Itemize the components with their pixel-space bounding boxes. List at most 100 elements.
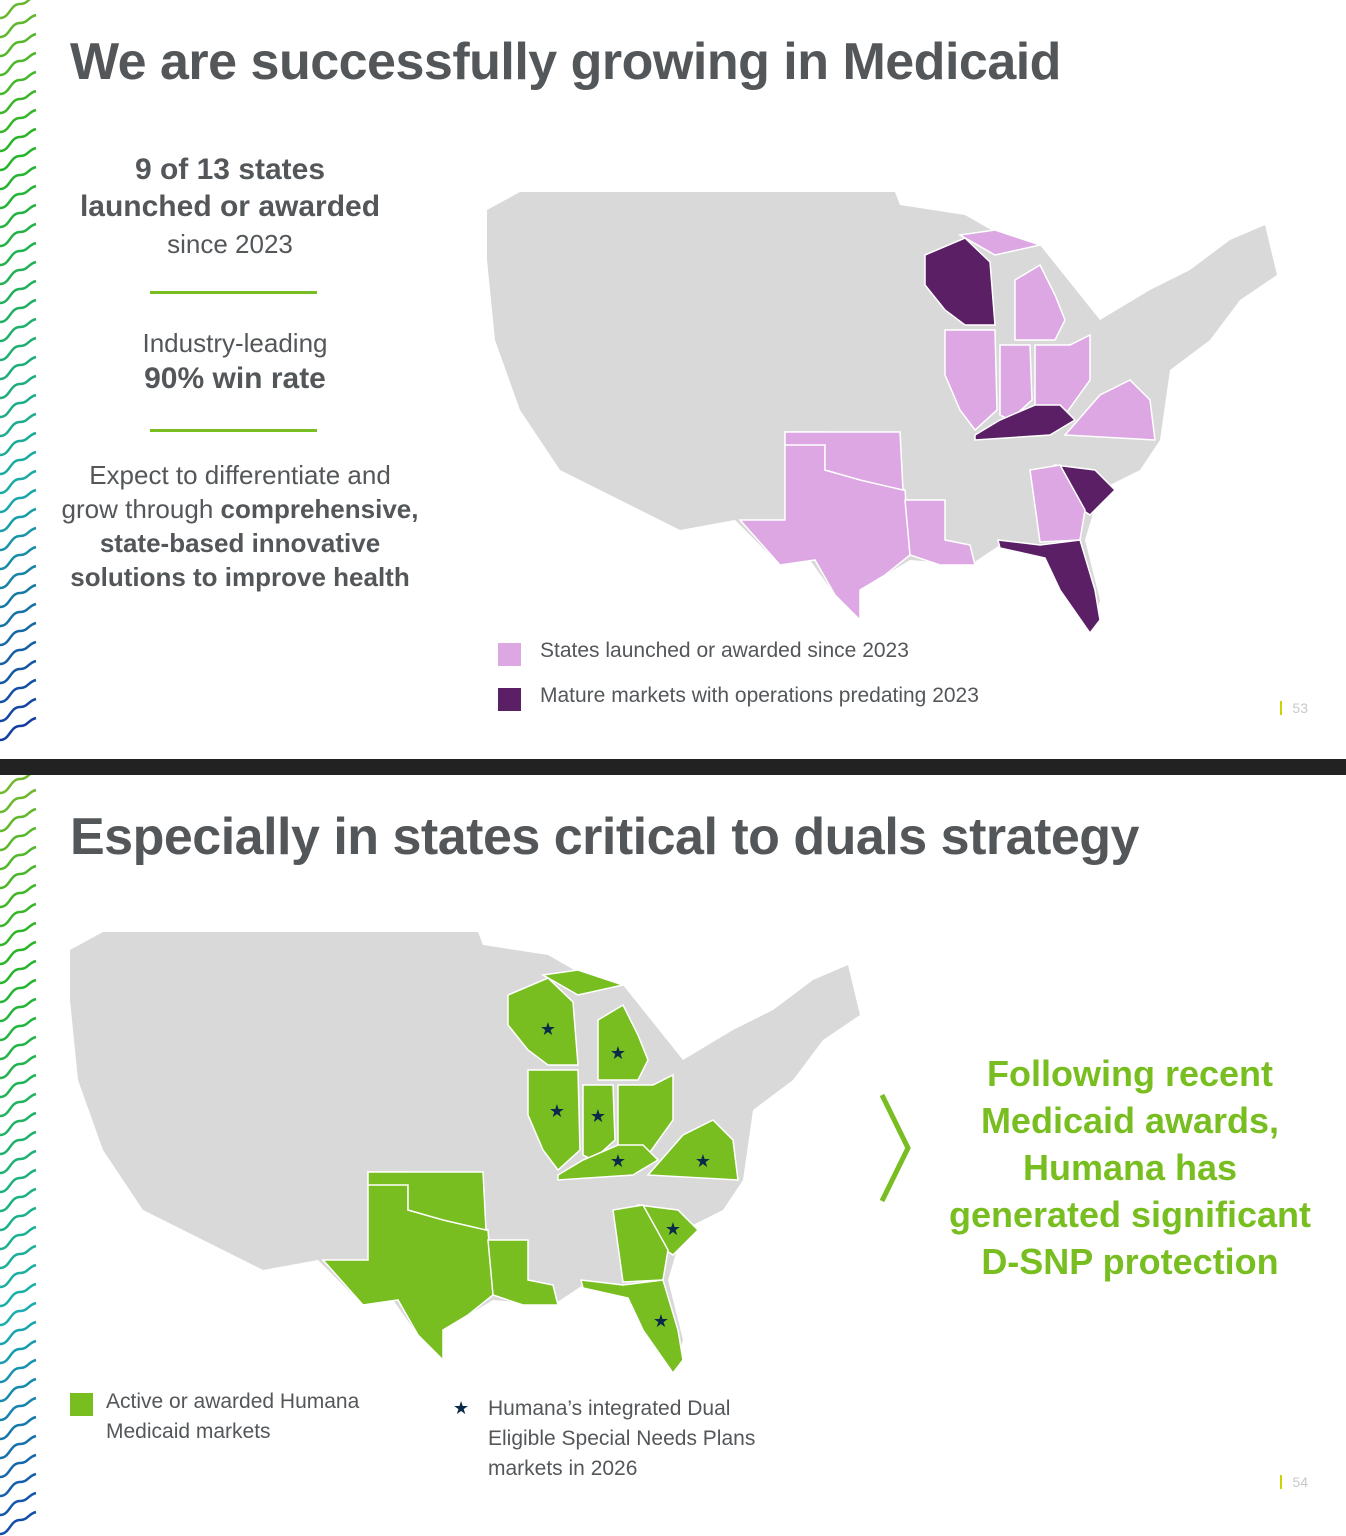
wave-stroke [0, 1320, 37, 1346]
stat-line: 9 of 13 states [134, 153, 326, 186]
legend-swatch-active [70, 1393, 93, 1416]
wave-stroke [0, 1377, 37, 1403]
state-va [1063, 379, 1156, 441]
wave-stroke [0, 127, 37, 153]
wave-stroke [0, 526, 37, 552]
wave-stroke [0, 279, 37, 305]
wave-stroke [0, 336, 37, 362]
wave-stroke [0, 1510, 37, 1536]
stat-line: Expect to differentiate and [89, 460, 391, 490]
stat-strategy: Expect to differentiate and grow through… [45, 458, 435, 594]
wave-stroke [0, 1168, 37, 1194]
state-wi [507, 977, 579, 1066]
wave-stroke [0, 826, 37, 852]
wave-stroke [0, 1472, 37, 1498]
stat-win-rate: Industry-leading 90% win rate [45, 326, 425, 398]
wave-stroke [0, 203, 37, 229]
wave-stroke [0, 902, 37, 928]
divider [150, 429, 317, 432]
stat-line: state-based innovative [99, 528, 381, 558]
wave-stroke [0, 1244, 37, 1270]
wave-stroke [0, 32, 37, 58]
state-wi [924, 237, 996, 326]
dsnp-star-ky: ★ [610, 1151, 626, 1171]
wave-stroke [0, 621, 37, 647]
wave-stroke [0, 1054, 37, 1080]
wave-stroke [0, 807, 37, 833]
wave-stroke [0, 921, 37, 947]
star-icon: ★ [453, 1398, 470, 1418]
wave-stroke [0, 0, 31, 20]
state-il [944, 329, 998, 432]
wave-stroke [0, 298, 37, 324]
wave-stroke [0, 1225, 37, 1251]
callout-line: Following recent [986, 1053, 1273, 1094]
wave-stroke [0, 488, 37, 514]
callout-line: Humana has [1022, 1147, 1238, 1188]
dsnp-star-il: ★ [549, 1101, 565, 1121]
stat-line: launched or awarded [79, 190, 381, 223]
wave-stroke [0, 659, 37, 685]
wave-stroke [0, 1206, 37, 1232]
wave-stroke [0, 1092, 37, 1118]
wave-stroke [0, 89, 37, 115]
wave-stroke [0, 845, 37, 871]
wave-stroke [0, 507, 37, 533]
dsnp-star-mi: ★ [610, 1043, 626, 1063]
wave-stroke [0, 1130, 37, 1156]
state-fl [580, 1279, 684, 1375]
wave-stroke [0, 412, 37, 438]
wave-stroke [0, 317, 37, 343]
stat-line: solutions to improve health [70, 562, 410, 592]
state-il [527, 1069, 581, 1172]
wave-stroke [0, 51, 37, 77]
callout-line: Medicaid awards, [980, 1100, 1280, 1141]
wave-stroke [0, 1434, 37, 1460]
stat-line: Industry-leading [142, 328, 328, 358]
wave-stroke [0, 1358, 37, 1384]
legend-swatch-mature [498, 688, 521, 711]
wave-stroke [0, 1339, 37, 1365]
wave-stroke [0, 222, 37, 248]
callout-text: Following recent Medicaid awards, Humana… [940, 1050, 1320, 1285]
page-number: 53 [1280, 700, 1308, 716]
wave-stroke [0, 260, 37, 286]
wave-stroke [0, 716, 37, 742]
stat-text: comprehensive, [220, 494, 419, 524]
state-ky [557, 1144, 660, 1181]
wave-stroke [0, 184, 37, 210]
dsnp-star-sc: ★ [665, 1219, 681, 1239]
callout-line: generated significant [948, 1194, 1312, 1235]
stat-states: 9 of 13 states launched or awarded since… [40, 153, 420, 261]
page-number: 54 [1280, 1474, 1308, 1490]
wave-stroke [0, 775, 31, 795]
wave-stroke [0, 602, 37, 628]
legend-mature: Mature markets with operations predating… [540, 684, 979, 707]
wave-stroke [0, 241, 37, 267]
wave-stroke [0, 1491, 37, 1517]
wave-stroke [0, 1263, 37, 1289]
wave-stroke [0, 469, 37, 495]
dsnp-star-fl: ★ [653, 1311, 669, 1331]
wave-stroke [0, 1453, 37, 1479]
callout-line: D-SNP protection [981, 1241, 1279, 1282]
wave-stroke [0, 70, 37, 96]
stat-line: 90% win rate [144, 362, 326, 395]
wave-stroke [0, 788, 37, 814]
us-map: ★ ★ ★ ★ ★ ★ ★ ★ [70, 932, 860, 1375]
legend-launched: States launched or awarded since 2023 [540, 639, 909, 662]
slide-title: Especially in states critical to duals s… [70, 808, 1139, 866]
wave-stroke [0, 374, 37, 400]
dsnp-star-in: ★ [590, 1106, 606, 1126]
wave-stroke [0, 1396, 37, 1422]
wave-stroke [0, 640, 37, 666]
dsnp-star-va: ★ [695, 1151, 711, 1171]
state-mi [957, 229, 1066, 341]
state-in [999, 344, 1033, 421]
wave-stroke [0, 678, 37, 704]
wave-stroke [0, 1187, 37, 1213]
wave-stroke [0, 1016, 37, 1042]
wave-stroke [0, 997, 37, 1023]
stat-line: since 2023 [167, 229, 293, 259]
wave-stroke [0, 393, 37, 419]
